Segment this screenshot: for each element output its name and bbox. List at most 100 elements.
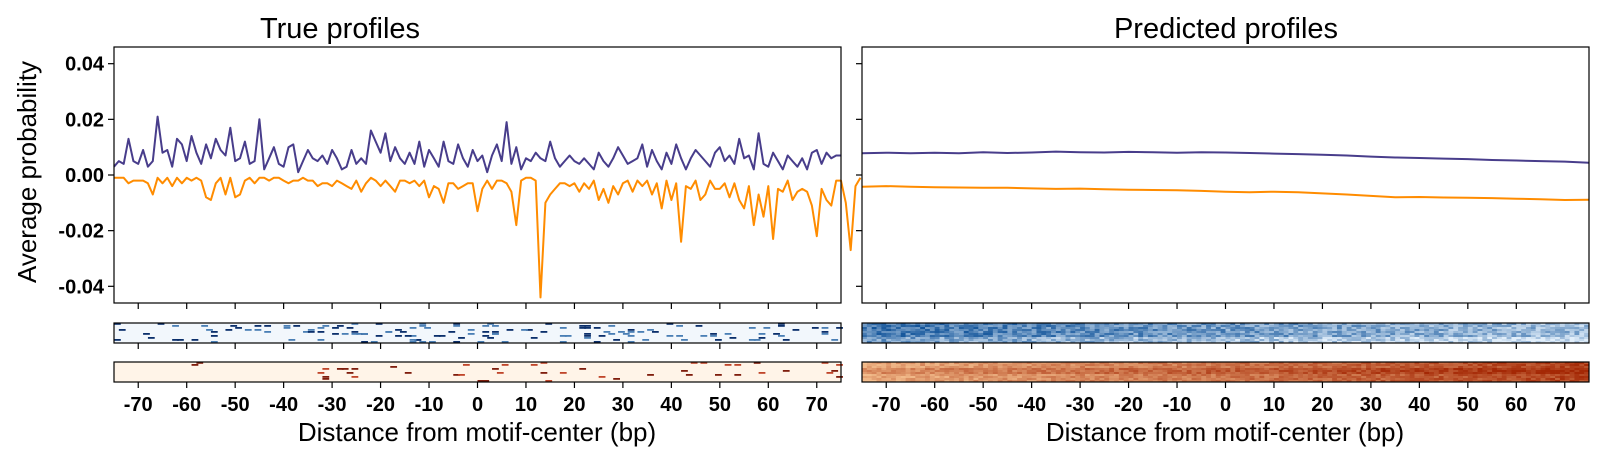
heatmap-cell [118,329,126,331]
heatmap-cell [1162,331,1168,334]
heatmap-cell [1540,325,1546,328]
heatmap-cell [876,335,882,338]
heatmap-cell [1458,331,1464,334]
heatmap-cell [399,331,407,333]
heatmap-cell [891,339,897,342]
heatmap-cell [915,370,921,373]
heatmap-cell [1424,378,1430,381]
heatmap-cell [1147,380,1154,383]
true-profiles-title: True profiles [260,13,420,45]
heatmap-cell [1273,339,1280,342]
heatmap-cell [1327,362,1333,365]
heatmap-cell [1186,372,1192,375]
heatmap-cell [929,335,935,338]
heatmap-cell [1487,327,1493,330]
heatmap-cell [1167,370,1173,373]
heatmap-cell [1448,329,1454,332]
heatmap-cell [1293,376,1299,379]
heatmap-cell [1467,339,1473,342]
heatmap-cell [1496,364,1503,367]
heatmap-cell [1254,331,1260,334]
heatmap-cell [1496,337,1503,340]
heatmap-cell [1254,333,1260,336]
heatmap-cell [871,339,877,342]
heatmap-cell [939,327,945,330]
heatmap-cell [891,370,897,373]
heatmap-cell [1128,325,1134,328]
x-tick-label: 70 [806,394,828,416]
heatmap-cell [1322,325,1328,328]
heatmap-cell [1070,341,1076,344]
heatmap-cell [1462,378,1469,381]
heatmap-cell [1448,327,1454,330]
heatmap-cell [1341,370,1347,373]
heatmap-cell [1128,364,1134,367]
heatmap-cell [871,325,877,328]
heatmap-cell [1109,380,1115,383]
heatmap-cell [1215,374,1221,377]
heatmap-cell [1002,366,1008,369]
heatmap-cell [1017,376,1023,379]
heatmap-cell [920,331,926,334]
heatmap-cell [254,325,262,327]
heatmap-cell [1036,380,1042,383]
heatmap-cell [1419,368,1425,371]
heatmap-cell [1327,376,1333,379]
heatmap-cell [1390,378,1396,381]
heatmap-cell [1167,341,1173,344]
heatmap-cell [1525,370,1532,373]
heatmap-cell [1332,378,1338,381]
heatmap-cell [1356,364,1362,367]
heatmap-cell [1429,380,1435,383]
heatmap-cell [1143,372,1149,375]
heatmap-cell [1525,341,1532,344]
heatmap-cell [1404,335,1410,338]
heatmap-cell [1036,325,1042,328]
heatmap-cell [1472,327,1478,330]
heatmap-cell [1477,372,1483,375]
heatmap-cell [1235,366,1241,369]
heatmap-cell [1259,366,1265,369]
heatmap-cell [210,331,218,333]
heatmap-cell [1458,378,1464,381]
heatmap-cell [1492,327,1498,330]
heatmap-cell [1254,339,1260,342]
heatmap-cell [1492,323,1498,326]
heatmap-cell [958,366,965,369]
heatmap-cell [1555,337,1561,340]
heatmap-cell [1215,329,1221,332]
heatmap-cell [1550,337,1556,340]
heatmap-cell [1366,337,1372,340]
heatmap-cell [1458,327,1464,330]
heatmap-cell [1521,370,1527,373]
heatmap-cell [1424,325,1430,328]
heatmap-cell [939,333,945,336]
heatmap-cell [1448,366,1454,369]
heatmap-cell [1128,329,1134,332]
heatmap-cell [351,323,359,325]
heatmap-cell [1070,368,1076,371]
heatmap-cell [1370,376,1377,379]
heatmap-cell [1186,335,1192,338]
heatmap-cell [949,323,955,326]
heatmap-cell [1550,327,1556,330]
heatmap-cell [1152,374,1158,377]
heatmap-cell [1123,337,1129,340]
heatmap-cell [1283,372,1289,375]
heatmap-cell [1569,331,1575,334]
heatmap-cell [1516,333,1522,336]
heatmap-cell [1206,370,1212,373]
heatmap-cell [1264,374,1270,377]
heatmap-cell [1540,337,1546,340]
heatmap-cell [1482,364,1488,367]
heatmap-cell [1196,380,1202,383]
heatmap-cell [925,372,931,375]
heatmap-cell [973,331,979,334]
x-tick-label: 20 [1311,394,1333,416]
heatmap-cell [647,329,654,331]
heatmap-cell [988,380,994,383]
heatmap-cell [1167,323,1173,326]
heatmap-cell [1041,329,1047,332]
heatmap-cell [895,370,902,373]
heatmap-cell [1487,337,1493,340]
